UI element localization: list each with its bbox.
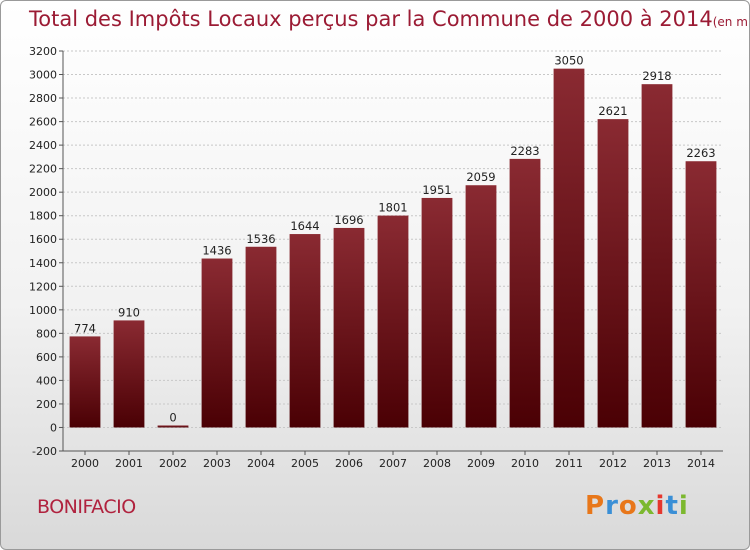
bar-value-label: 2283 [510, 144, 539, 158]
unit-label: (en milliers d'€) [712, 15, 750, 29]
bar-value-label: 0 [169, 410, 176, 424]
x-tick-label: 2012 [599, 457, 627, 470]
brand-letter: t [665, 491, 679, 521]
bar-value-label: 2918 [642, 69, 671, 83]
bar [509, 158, 541, 428]
bar-value-label: 1536 [246, 232, 275, 246]
bar-value-label: 1696 [334, 213, 363, 227]
bar-value-label: 2263 [686, 146, 715, 160]
bar-value-label: 1951 [422, 183, 451, 197]
x-tick-label: 2001 [115, 457, 143, 470]
bar [333, 227, 365, 428]
bar-value-label: 774 [74, 321, 96, 335]
bar [421, 197, 453, 428]
x-tick-label: 2002 [159, 457, 187, 470]
x-tick-label: 2006 [335, 457, 363, 470]
brand-letter: x [637, 491, 656, 521]
commune-name: BONIFACIO [37, 496, 136, 518]
y-tick-label: 1400 [29, 257, 57, 270]
y-tick-label: 400 [36, 374, 57, 387]
bar [465, 185, 497, 428]
x-tick-label: 2007 [379, 457, 407, 470]
bar-value-label: 910 [118, 305, 140, 319]
brand-letter: i [678, 491, 689, 521]
y-tick-label: 0 [50, 421, 57, 434]
bar-value-label: 1436 [202, 244, 231, 258]
y-tick-label: 1000 [29, 304, 57, 317]
y-tick-label: 1200 [29, 280, 57, 293]
bar [597, 119, 629, 428]
y-tick-label: 600 [36, 351, 57, 364]
bar [69, 336, 101, 428]
bar [289, 234, 321, 428]
y-tick-label: 2000 [29, 186, 57, 199]
x-tick-label: 2004 [247, 457, 275, 470]
x-tick-label: 2011 [555, 457, 583, 470]
proxiti-logo: Proxiti [585, 491, 689, 521]
brand-letter: i [655, 491, 666, 521]
x-tick-label: 2009 [467, 457, 495, 470]
bar-value-label: 3050 [554, 54, 583, 68]
x-tick-label: 2010 [511, 457, 539, 470]
bar-value-label: 2621 [598, 104, 627, 118]
bar [553, 68, 585, 428]
x-tick-label: 2000 [71, 457, 99, 470]
bar [201, 258, 233, 428]
brand-letter: o [618, 491, 638, 521]
bar-value-label: 1801 [378, 201, 407, 215]
bar [245, 246, 277, 428]
y-tick-label: 3200 [29, 45, 57, 58]
bar [685, 161, 717, 428]
bar [377, 215, 409, 428]
chart-title-block: Total des Impôts Locaux perçus par la Co… [29, 7, 750, 31]
y-tick-label: 200 [36, 398, 57, 411]
brand-letter: P [585, 491, 606, 521]
bar-value-label: 1644 [290, 219, 319, 233]
y-tick-label: -200 [32, 445, 57, 458]
y-tick-label: 2400 [29, 139, 57, 152]
y-tick-label: 2200 [29, 163, 57, 176]
y-tick-label: 2800 [29, 92, 57, 105]
y-tick-label: 1800 [29, 210, 57, 223]
bar [641, 84, 673, 428]
y-tick-label: 1600 [29, 233, 57, 246]
x-tick-label: 2013 [643, 457, 671, 470]
y-tick-label: 800 [36, 327, 57, 340]
x-tick-label: 2005 [291, 457, 319, 470]
x-tick-label: 2014 [687, 457, 715, 470]
brand-letter: r [605, 491, 619, 521]
x-tick-label: 2008 [423, 457, 451, 470]
x-tick-label: 2003 [203, 457, 231, 470]
y-tick-label: 2600 [29, 116, 57, 129]
y-tick-label: 3000 [29, 69, 57, 82]
bar [113, 320, 145, 428]
bar [157, 425, 189, 428]
bar-value-label: 2059 [466, 170, 495, 184]
chart-title: Total des Impôts Locaux perçus par la Co… [29, 7, 713, 31]
